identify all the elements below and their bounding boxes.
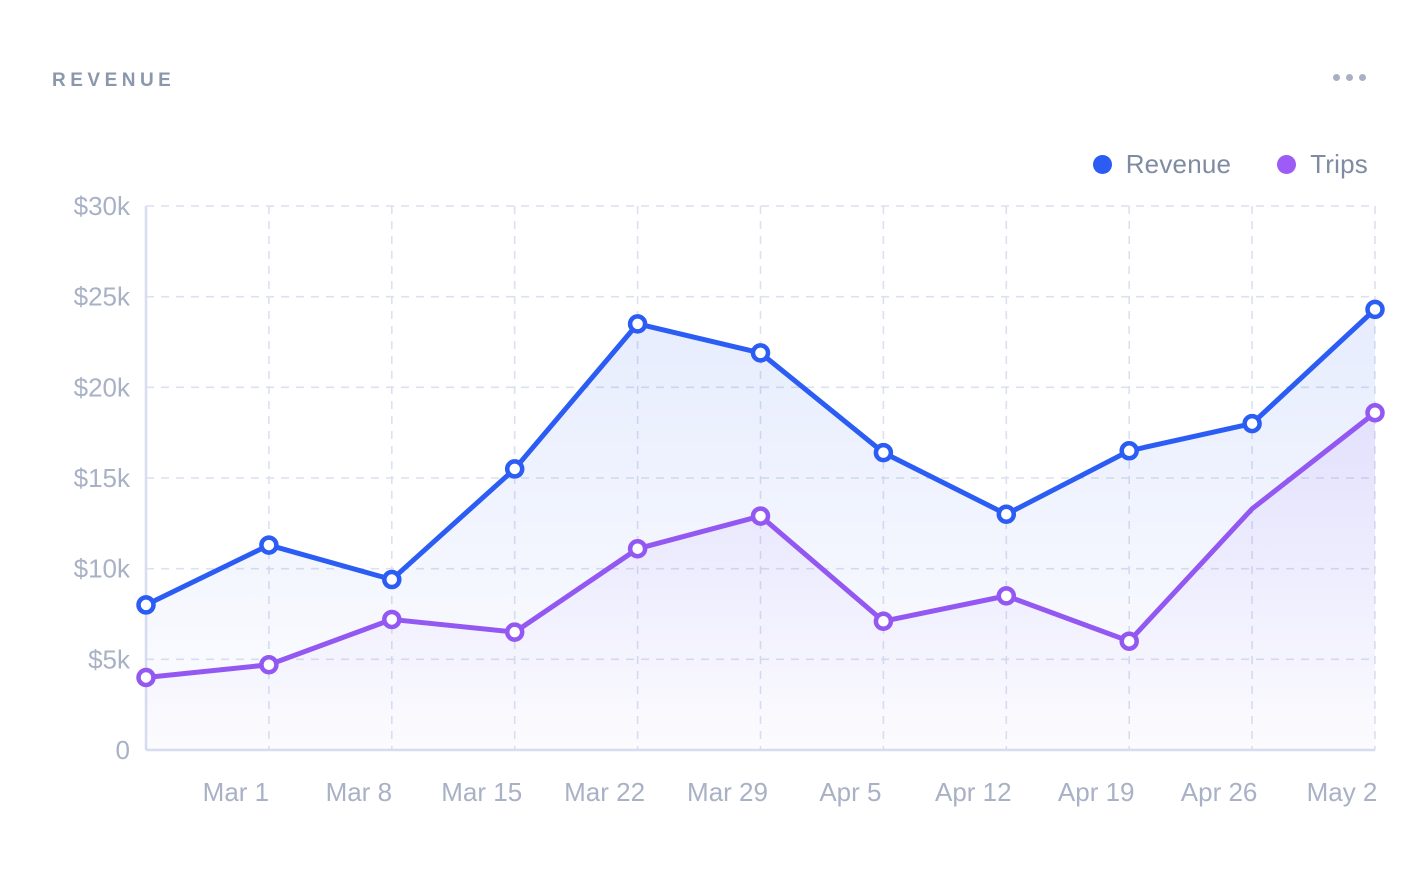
data-point-trips-10[interactable] [1365,402,1385,423]
data-point-trips-6[interactable] [873,611,894,632]
series-trips-markers [136,402,1385,688]
y-tick-label: 0 [116,735,130,765]
more-options-button[interactable] [1325,66,1374,89]
x-tick-label: Mar 8 [326,777,392,807]
ellipsis-icon [1333,74,1340,81]
x-tick-label: Mar 1 [203,777,269,807]
chart-legend: Revenue Trips [1092,149,1368,180]
x-tick-label: Apr 19 [1058,777,1135,807]
legend-item-trips[interactable]: Trips [1277,149,1368,180]
data-point-trips-0[interactable] [136,667,156,688]
ellipsis-icon [1359,74,1366,81]
data-point-trips-5[interactable] [750,506,771,526]
x-axis-labels: Mar 1 Mar 8 Mar 15 Mar 22 Mar 29 Apr 5 Apr 12 A… [203,777,1378,807]
data-point-revenue-5[interactable] [750,343,771,363]
data-point-revenue-9[interactable] [1242,413,1262,434]
x-tick-label: Apr 5 [819,777,881,807]
page-title: REVENUE [52,70,176,91]
legend-label-revenue: Revenue [1125,149,1232,179]
x-tick-label: Mar 15 [441,777,522,807]
data-point-revenue-2[interactable] [382,569,402,590]
data-point-revenue-0[interactable] [136,595,156,615]
y-tick-label: $30k [74,191,131,221]
data-point-trips-2[interactable] [382,609,402,630]
y-tick-label: $25k [74,282,131,312]
data-point-revenue-1[interactable] [259,535,279,555]
data-point-revenue-3[interactable] [504,459,525,479]
ellipsis-icon [1346,74,1353,81]
data-point-revenue-7[interactable] [996,504,1017,525]
trips-series-dot-icon [1277,155,1297,174]
data-point-trips-7[interactable] [996,586,1017,606]
data-point-revenue-6[interactable] [873,442,894,463]
y-tick-label: $15k [74,463,131,493]
data-point-revenue-8[interactable] [1119,441,1139,461]
data-point-trips-3[interactable] [504,622,525,642]
x-tick-label: Mar 29 [687,777,768,807]
series-trips-area [146,412,1375,750]
y-tick-label: $5k [88,644,131,674]
legend-item-revenue[interactable]: Revenue [1092,149,1232,180]
data-point-revenue-4[interactable] [627,314,648,334]
x-tick-label: Mar 22 [564,777,645,807]
x-tick-label: May 2 [1307,777,1378,807]
y-axis-labels: $30k $25k $20k $15k $10k $5k 0 [74,191,131,765]
revenue-series-dot-icon [1092,155,1112,174]
y-tick-label: $20k [74,372,131,402]
x-tick-label: Apr 12 [935,777,1012,807]
y-tick-label: $10k [74,554,131,584]
data-point-trips-8[interactable] [1119,631,1139,651]
data-point-revenue-10[interactable] [1365,299,1385,320]
legend-label-trips: Trips [1310,149,1368,179]
series-revenue-markers [136,299,1385,615]
data-point-trips-1[interactable] [259,655,279,675]
x-tick-label: Apr 26 [1181,777,1258,807]
data-point-trips-4[interactable] [627,538,648,559]
